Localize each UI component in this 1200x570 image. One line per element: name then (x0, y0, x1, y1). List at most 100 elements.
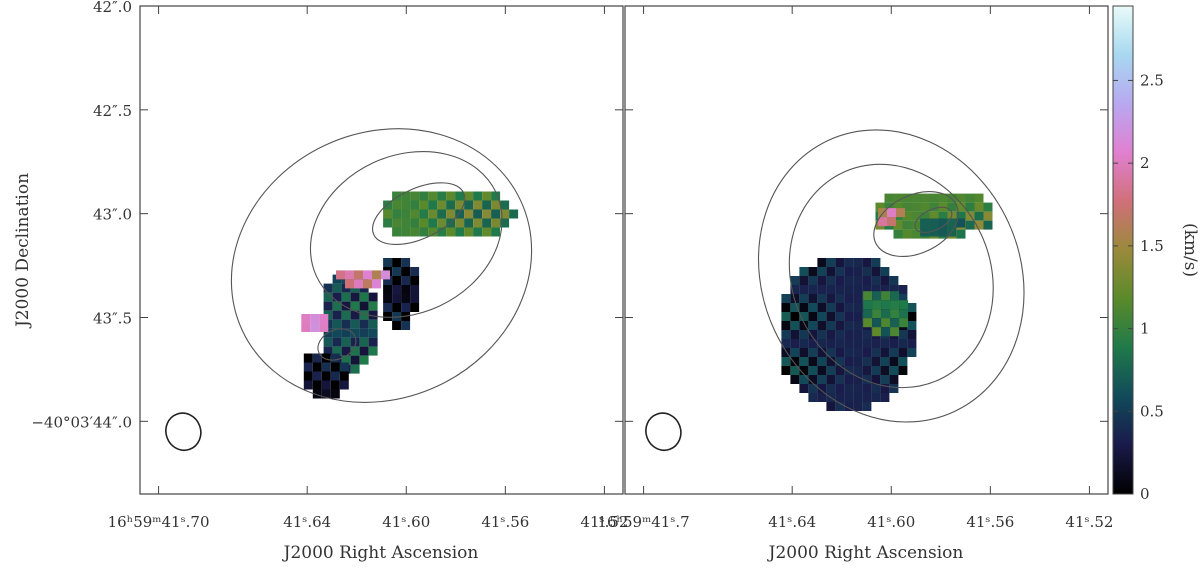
map-pixel (392, 227, 402, 237)
map-pixel (790, 348, 800, 357)
map-pixel (790, 321, 800, 330)
map-pixel (974, 211, 984, 221)
map-pixel (363, 270, 372, 280)
map-pixel (410, 276, 420, 285)
map-pixel (401, 258, 411, 267)
map-pixel (898, 294, 908, 303)
map-pixel (372, 279, 381, 289)
map-pixel (410, 209, 420, 219)
map-pixel (401, 267, 411, 276)
map-pixel (401, 200, 411, 210)
map-pixel (354, 270, 363, 280)
map-pixel (835, 384, 845, 393)
map-pixel (884, 193, 894, 203)
map-pixel (372, 270, 381, 280)
map-pixel (799, 384, 809, 393)
map-pixel (312, 380, 322, 390)
map-pixel (853, 366, 863, 375)
map-pixel (817, 267, 827, 276)
map-pixel (354, 279, 363, 289)
map-pixel (956, 229, 966, 239)
map-pixel (323, 346, 333, 356)
map-pixel (844, 276, 854, 285)
map-pixel (889, 285, 899, 294)
map-pixel (862, 267, 872, 276)
map-pixel (853, 357, 863, 366)
map-pixel (826, 294, 836, 303)
map-pixel (323, 283, 333, 293)
map-pixel (872, 327, 882, 337)
map-pixel (938, 193, 948, 203)
map-pixel (983, 202, 993, 212)
map-pixel (863, 318, 873, 328)
map-pixel (902, 229, 912, 239)
map-pixel (464, 227, 474, 237)
right-x-tick-labels: 16ʰ59ᵐ41ˢ.7 41ˢ.64 41ˢ.60 41ˢ.56 41ˢ.52 (597, 513, 1113, 531)
map-pixel (428, 218, 438, 228)
map-pixel (319, 314, 329, 323)
map-pixel (799, 276, 809, 285)
map-pixel (817, 330, 827, 339)
map-pixel (303, 371, 313, 381)
y-tick-label: 42″.0 (93, 0, 132, 16)
map-pixel (790, 330, 800, 339)
map-pixel (862, 258, 872, 267)
map-pixel (330, 353, 340, 363)
right-ticks (625, 5, 1108, 494)
map-pixel (341, 292, 351, 302)
map-pixel (437, 218, 447, 228)
map-pixel (410, 227, 420, 237)
map-pixel (428, 200, 438, 210)
map-pixel (844, 384, 854, 393)
map-pixel (965, 220, 975, 230)
map-pixel (330, 380, 340, 390)
map-pixel (844, 303, 854, 312)
map-pixel (911, 202, 921, 212)
map-pixel (956, 202, 966, 212)
right-frame (624, 5, 1109, 495)
map-pixel (341, 355, 351, 365)
map-pixel (826, 339, 836, 348)
map-pixel (330, 362, 340, 372)
map-pixel (321, 362, 331, 372)
map-pixel (853, 384, 863, 393)
map-pixel (881, 300, 891, 310)
map-pixel (862, 276, 872, 285)
y-tick-label: 43″.0 (93, 206, 132, 224)
map-pixel (392, 312, 402, 321)
map-pixel (312, 353, 322, 363)
map-pixel (401, 227, 411, 237)
map-pixel (799, 339, 809, 348)
map-pixel (799, 285, 809, 294)
colorbar: 0 0.5 1 1.5 2 2.5 (km/s) (1112, 5, 1200, 503)
map-pixel (419, 209, 429, 219)
map-pixel (392, 294, 402, 303)
map-pixel (881, 327, 891, 337)
map-pixel (410, 294, 420, 303)
map-pixel (359, 310, 369, 320)
map-pixel (500, 218, 510, 228)
map-pixel (862, 384, 872, 393)
map-pixel (446, 209, 456, 219)
map-pixel (880, 384, 890, 393)
map-pixel (826, 258, 836, 267)
map-pixel (428, 227, 438, 237)
map-pixel (799, 321, 809, 330)
map-pixel (872, 309, 882, 319)
map-pixel (835, 258, 845, 267)
map-pixel (890, 318, 900, 328)
map-pixel (446, 200, 456, 210)
map-pixel (862, 366, 872, 375)
map-pixel (332, 292, 342, 302)
map-pixel (781, 294, 791, 303)
contour-line (317, 328, 357, 361)
map-pixel (835, 393, 845, 402)
map-pixel (871, 393, 881, 402)
map-pixel (929, 218, 939, 228)
map-pixel (455, 209, 465, 219)
contour-line (371, 182, 466, 246)
map-pixel (817, 339, 827, 348)
map-pixel (509, 209, 519, 219)
map-pixel (889, 384, 899, 393)
map-pixel (341, 337, 351, 347)
